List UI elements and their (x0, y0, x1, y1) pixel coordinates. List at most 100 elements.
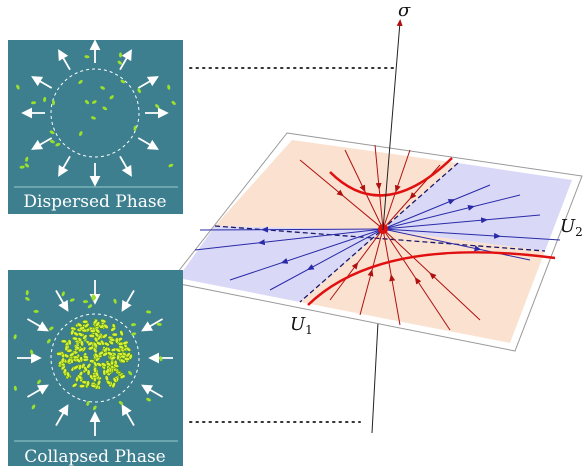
flow-line (229, 228, 384, 281)
arrow (31, 76, 53, 89)
particle (13, 334, 17, 340)
particle (67, 339, 72, 346)
particle (107, 351, 113, 356)
particle (61, 291, 65, 297)
flow-line (269, 228, 384, 291)
particle (56, 352, 63, 356)
particle (37, 379, 41, 385)
particle (94, 332, 100, 338)
particle (78, 79, 83, 84)
particle (43, 96, 47, 103)
flow-line (382, 228, 531, 261)
arrow (27, 318, 49, 332)
particle (84, 99, 90, 105)
particle (119, 52, 123, 58)
panel-caption: Dispersed Phase (23, 192, 166, 212)
particle (95, 328, 101, 334)
particle (82, 354, 89, 360)
particle (25, 290, 29, 296)
particle (46, 338, 51, 344)
particle (82, 319, 89, 324)
particle (86, 369, 91, 376)
particle (167, 84, 171, 90)
particle (49, 326, 54, 331)
arrow (55, 290, 69, 312)
particle (120, 79, 126, 84)
flow-line (382, 194, 521, 230)
particle (19, 165, 25, 169)
particle (110, 355, 117, 361)
plane-label: U2 (560, 216, 583, 239)
particle (91, 100, 97, 104)
particle (137, 88, 141, 94)
arrow (27, 384, 49, 398)
particle (100, 86, 106, 90)
particle (89, 328, 96, 333)
particle (92, 405, 97, 411)
particle (113, 363, 120, 368)
particle (91, 295, 95, 301)
particle (78, 364, 82, 371)
particle (88, 346, 94, 351)
flow-line (199, 228, 384, 231)
particle (25, 156, 29, 162)
particle (96, 362, 103, 367)
flow-line (382, 184, 491, 230)
particle (66, 371, 71, 378)
particle (122, 340, 129, 345)
particle (109, 95, 114, 100)
particle (114, 337, 119, 344)
arrow (55, 404, 69, 426)
particle (104, 375, 109, 382)
arrow (121, 404, 135, 426)
particle (125, 346, 131, 352)
particle (77, 332, 84, 337)
particle (86, 380, 90, 387)
particle (93, 342, 98, 348)
sigma-axis (382, 19, 403, 231)
particle (87, 341, 94, 346)
particle (159, 356, 163, 362)
arrow (121, 290, 135, 312)
particle (30, 349, 34, 355)
particle (102, 106, 108, 111)
particle (111, 332, 118, 337)
particle (112, 377, 118, 383)
particle (101, 362, 107, 367)
particle (80, 340, 84, 347)
arrow (137, 76, 159, 89)
particle (78, 347, 84, 352)
particle (94, 352, 99, 359)
particle (110, 326, 116, 332)
particle (60, 339, 67, 344)
particle (119, 374, 126, 379)
particle (155, 104, 160, 109)
particle (82, 334, 88, 340)
particle (123, 357, 130, 361)
particle (119, 330, 124, 337)
particle (78, 326, 85, 331)
particle (113, 298, 117, 304)
arrow (119, 49, 132, 71)
particle (66, 348, 73, 353)
particle (16, 84, 20, 90)
arrow (141, 384, 163, 398)
particle (96, 379, 101, 386)
axis-label: σ (398, 0, 411, 21)
particle (117, 60, 122, 65)
particle (102, 333, 108, 339)
particle (103, 341, 110, 347)
particle (25, 296, 30, 301)
particle (84, 55, 90, 59)
particle (103, 323, 109, 329)
particle (115, 347, 121, 353)
particle (109, 337, 116, 342)
particle (64, 344, 69, 352)
arrow (141, 318, 163, 332)
particle (69, 298, 75, 302)
particle (86, 400, 90, 406)
particle (119, 358, 126, 364)
particle (62, 368, 67, 375)
particle (77, 374, 83, 380)
particle (100, 319, 107, 324)
